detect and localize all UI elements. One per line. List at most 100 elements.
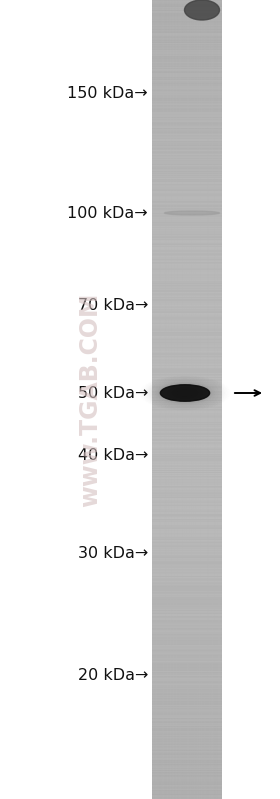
Bar — [152, 329, 222, 330]
Bar — [152, 484, 222, 485]
Bar — [152, 794, 222, 795]
Bar — [152, 703, 222, 704]
Bar — [152, 475, 222, 476]
Bar — [152, 276, 222, 277]
Bar — [152, 731, 222, 732]
Bar — [152, 314, 222, 315]
Bar — [152, 432, 222, 433]
Bar — [152, 531, 222, 532]
Bar — [152, 142, 222, 143]
Bar — [152, 625, 222, 626]
Bar — [152, 268, 222, 269]
Bar — [152, 125, 222, 126]
Bar — [152, 43, 222, 44]
Bar — [152, 66, 222, 67]
Bar — [152, 414, 222, 415]
Bar — [152, 746, 222, 747]
Bar — [152, 16, 222, 17]
Bar — [152, 284, 222, 285]
Bar — [152, 600, 222, 601]
Bar — [152, 212, 222, 213]
Ellipse shape — [172, 388, 198, 398]
Bar — [152, 501, 222, 502]
Text: 20 kDa→: 20 kDa→ — [78, 667, 148, 682]
Bar — [152, 705, 222, 706]
Bar — [152, 717, 222, 718]
Bar — [152, 458, 222, 459]
Bar — [152, 756, 222, 757]
Bar — [152, 360, 222, 361]
Bar — [152, 92, 222, 93]
Bar — [152, 116, 222, 117]
Bar — [152, 666, 222, 667]
Bar — [152, 301, 222, 302]
Bar — [152, 332, 222, 333]
Bar — [152, 611, 222, 612]
Bar — [152, 573, 222, 574]
Bar — [152, 517, 222, 518]
Bar — [152, 750, 222, 751]
Bar — [152, 524, 222, 525]
Bar — [152, 727, 222, 728]
Bar — [152, 65, 222, 66]
Bar — [152, 310, 222, 311]
Bar — [152, 20, 222, 21]
Ellipse shape — [176, 390, 194, 396]
Bar — [152, 130, 222, 131]
Bar — [152, 319, 222, 320]
Bar — [152, 598, 222, 599]
Bar — [214, 0, 215, 799]
Bar — [152, 80, 222, 81]
Bar — [152, 315, 222, 316]
Bar — [152, 292, 222, 293]
Bar — [152, 645, 222, 646]
Bar — [152, 182, 222, 183]
Bar — [152, 381, 222, 382]
Bar — [152, 257, 222, 258]
Bar — [152, 503, 222, 504]
Bar — [152, 260, 222, 261]
Bar — [152, 133, 222, 134]
Bar — [152, 784, 222, 785]
Bar — [152, 691, 222, 692]
Bar — [152, 86, 222, 87]
Bar — [152, 317, 222, 318]
Bar — [152, 584, 222, 585]
Bar — [152, 702, 222, 703]
Bar — [152, 550, 222, 551]
Bar — [158, 0, 159, 799]
Bar — [152, 439, 222, 440]
Bar — [152, 12, 222, 13]
Bar — [152, 208, 222, 209]
Bar — [152, 358, 222, 359]
Bar — [152, 661, 222, 662]
Bar — [152, 593, 222, 594]
Bar — [152, 369, 222, 370]
Bar — [152, 286, 222, 287]
Bar — [152, 608, 222, 609]
Bar — [152, 266, 222, 267]
Bar — [152, 772, 222, 773]
Bar — [152, 53, 222, 54]
Bar — [152, 282, 222, 283]
Bar — [212, 0, 213, 799]
Bar — [152, 547, 222, 548]
Bar — [152, 654, 222, 655]
Bar — [152, 789, 222, 790]
Bar — [152, 362, 222, 363]
Bar — [152, 205, 222, 206]
Bar — [152, 783, 222, 784]
Bar — [152, 646, 222, 647]
Bar — [152, 741, 222, 742]
Bar — [152, 210, 222, 211]
Bar — [152, 755, 222, 756]
Bar — [152, 530, 222, 531]
Bar — [152, 289, 222, 290]
Bar — [152, 630, 222, 631]
Bar — [152, 216, 222, 217]
Bar — [152, 256, 222, 257]
Bar — [152, 499, 222, 500]
Bar — [152, 87, 222, 88]
Bar — [152, 643, 222, 644]
Bar — [152, 311, 222, 312]
